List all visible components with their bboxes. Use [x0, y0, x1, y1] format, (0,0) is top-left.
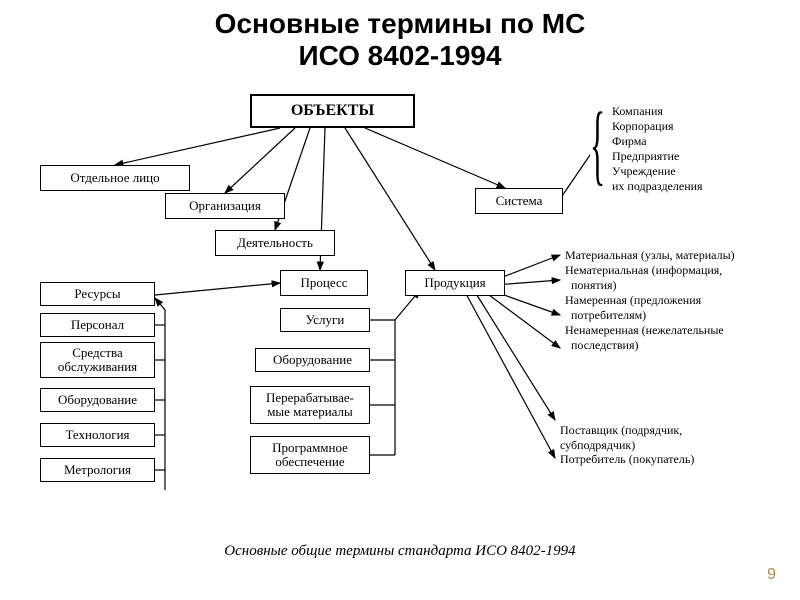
- node-programmnoe: Программное обеспечение: [250, 436, 370, 474]
- list-item: последствия): [571, 338, 638, 352]
- caption-text: Основные общие термины стандарта ИСО 840…: [224, 543, 575, 559]
- node-personal: Персонал: [40, 313, 155, 337]
- list-item: Материальная (узлы, материалы): [565, 248, 735, 262]
- list-item: понятия): [571, 278, 617, 292]
- list-item: Нематериальная (информация,: [565, 263, 722, 277]
- root-box: ОБЪЕКТЫ: [250, 94, 415, 128]
- node-label: Продукция: [424, 276, 485, 290]
- node-label: Процесс: [301, 276, 348, 290]
- list-item: их подразделения: [612, 179, 703, 193]
- product-list: Материальная (узлы, материалы) Нематериа…: [565, 248, 735, 353]
- node-oborudovanie-1: Оборудование: [40, 388, 155, 412]
- node-sredstva: Средства обслуживания: [40, 342, 155, 378]
- node-tekhnologiya: Технология: [40, 423, 155, 447]
- title-line-1: Основные термины по МС: [215, 8, 586, 39]
- node-label: Ресурсы: [74, 287, 120, 301]
- node-protsess: Процесс: [280, 270, 368, 296]
- list-item: потребителям): [571, 308, 646, 322]
- text: Поставщик (подрядчик, субподрядчик): [560, 423, 682, 452]
- node-resursy: Ресурсы: [40, 282, 155, 306]
- node-label: Перерабатывае- мые материалы: [266, 391, 354, 420]
- node-label: Услуги: [306, 313, 345, 327]
- node-pererabatyvaemye: Перерабатывае- мые материалы: [250, 386, 370, 424]
- node-produktsiya: Продукция: [405, 270, 505, 296]
- node-label: Система: [496, 194, 543, 208]
- list-item: Корпорация: [612, 119, 674, 133]
- node-oborudovanie-2: Оборудование: [255, 348, 370, 372]
- node-label: Организация: [189, 199, 261, 213]
- page-title: Основные термины по МС ИСО 8402-1994: [0, 8, 800, 72]
- node-label: Отдельное лицо: [70, 171, 159, 185]
- node-label: Оборудование: [58, 393, 137, 407]
- root-label: ОБЪЕКТЫ: [291, 102, 374, 120]
- list-item: Намеренная (предложения: [565, 293, 701, 307]
- node-deyatelnost: Деятельность: [215, 230, 335, 256]
- consumer-text: Потребитель (покупатель): [560, 452, 694, 467]
- node-organizatsiya: Организация: [165, 193, 285, 219]
- node-label: Деятельность: [237, 236, 313, 250]
- page-number: 9: [767, 566, 776, 584]
- diagram-canvas: ОБЪЕКТЫ Отдельное лицо Организация Деяте…: [0, 80, 800, 540]
- caption: Основные общие термины стандарта ИСО 840…: [0, 543, 800, 560]
- system-list: Компания Корпорация Фирма Предприятие Уч…: [612, 104, 703, 194]
- text: Потребитель (покупатель): [560, 452, 694, 466]
- node-uslugi: Услуги: [280, 308, 370, 332]
- node-label: Оборудование: [273, 353, 352, 367]
- title-line-2: ИСО 8402-1994: [298, 40, 501, 71]
- node-metrologiya: Метрология: [40, 458, 155, 482]
- list-item: Учреждение: [612, 164, 676, 178]
- list-item: Фирма: [612, 134, 647, 148]
- node-label: Метрология: [64, 463, 131, 477]
- brace-icon: {: [590, 100, 605, 190]
- node-otdelnoe-litso: Отдельное лицо: [40, 165, 190, 191]
- node-sistema: Система: [475, 188, 563, 214]
- list-item: Ненамеренная (нежелательные: [565, 323, 724, 337]
- node-label: Персонал: [71, 318, 124, 332]
- node-label: Средства обслуживания: [58, 346, 137, 375]
- node-label: Программное обеспечение: [272, 441, 348, 470]
- list-item: Предприятие: [612, 149, 679, 163]
- node-label: Технология: [65, 428, 129, 442]
- list-item: Компания: [612, 104, 663, 118]
- supplier-text: Поставщик (подрядчик, субподрядчик): [560, 408, 682, 453]
